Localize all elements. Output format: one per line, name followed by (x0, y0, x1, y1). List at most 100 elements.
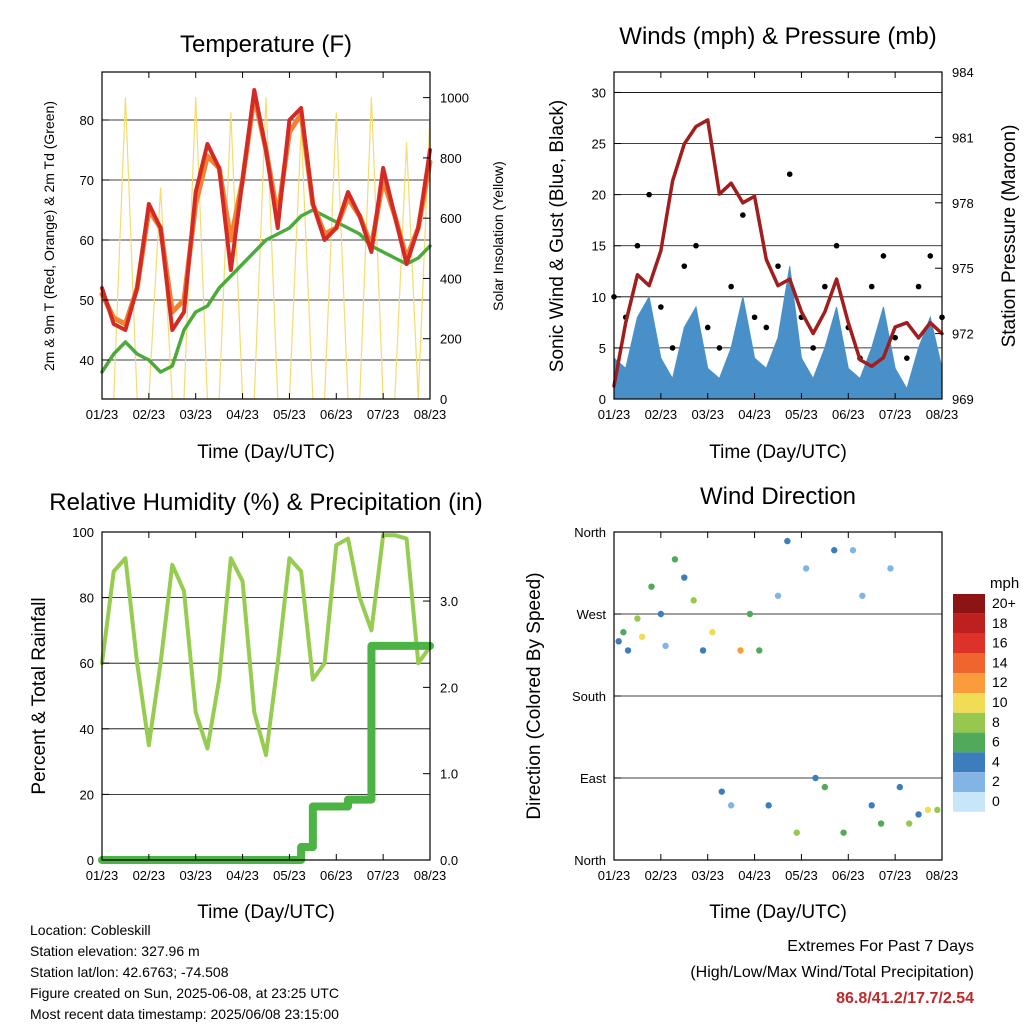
wind-direction-point (615, 638, 622, 645)
sonic-wind-area (613, 266, 943, 400)
temp-2m-line (100, 88, 432, 332)
y2-tick-label: 975 (952, 261, 974, 276)
gust-point (763, 324, 770, 331)
wind-direction-point (849, 547, 857, 554)
wind-direction-point (648, 583, 655, 590)
wind-direction-point (756, 647, 763, 654)
x-tick-label: 05/23 (273, 868, 306, 883)
gust-point (693, 242, 699, 249)
y2-tick-label: 984 (952, 65, 974, 80)
wind-direction-point (624, 647, 632, 654)
colorbar-label: 4 (992, 753, 1000, 769)
wind-direction-point (774, 592, 782, 599)
wind-direction-point (634, 615, 641, 622)
colorbar-label: 6 (992, 734, 1000, 750)
humidity-plot-frame (101, 531, 431, 861)
colorbar-swatch (953, 752, 985, 773)
extremes-values: 86.8/41.2/17.7/2.54 (836, 990, 974, 1007)
y-tick-label: 60 (80, 233, 94, 248)
wind-direction-point (699, 647, 707, 654)
wind-direction-point (934, 806, 941, 814)
x-tick-label: 05/23 (785, 868, 818, 883)
wind-direction-point (709, 629, 716, 636)
y2-tick-label: 969 (952, 392, 974, 407)
winds-right-axis-label: Station Pressure (Maroon) (999, 125, 1020, 348)
y-tick-label: West (577, 607, 607, 622)
station-latlon: Station lat/lon: 42.6763; -74.508 (30, 964, 229, 980)
x-tick-label: 04/23 (738, 868, 771, 883)
y-tick-label: 10 (592, 290, 606, 305)
station-location: Location: Cobleskill (30, 922, 151, 938)
y-tick-label: North (574, 525, 606, 540)
wind-direction-point (737, 647, 744, 654)
x-tick-label: 03/23 (179, 868, 212, 883)
colorbar-label: 16 (992, 635, 1008, 651)
y2-tick-label: 800 (440, 151, 462, 166)
winds-x-axis-label: Time (Day/UTC) (709, 442, 847, 463)
winds-plot-frame (613, 71, 943, 400)
gust-point (904, 355, 910, 361)
wind-direction-point (831, 547, 838, 554)
temperature-left-axis-label: 2m & 9m T (Red, Orange) & 2m Td (Green) (41, 101, 57, 371)
wind-direction-point (896, 783, 904, 791)
extremes-title: Extremes For Past 7 Days (787, 938, 974, 955)
y2-tick-label: 3.0 (440, 594, 458, 609)
y-tick-label: 80 (80, 113, 94, 128)
wind-direction-point (915, 811, 922, 818)
wind-direction-point (620, 629, 627, 636)
x-tick-label: 08/23 (926, 868, 959, 883)
y2-tick-label: 978 (952, 196, 974, 211)
colorbar-swatch (953, 693, 985, 713)
x-tick-label: 03/23 (691, 407, 724, 422)
y2-tick-label: 1000 (440, 91, 469, 106)
wind-direction-point (906, 820, 913, 827)
x-tick-label: 07/23 (367, 407, 400, 422)
x-tick-label: 01/23 (86, 868, 119, 883)
winds-panel: Winds (mph) & Pressure (mb) 01/23 02/23 03… (547, 23, 1020, 463)
y2-tick-label: 0 (440, 392, 447, 407)
wind-direction-point (690, 597, 697, 604)
colorbar-swatch (953, 633, 985, 654)
x-tick-label: 04/23 (226, 868, 259, 883)
wind-direction-point (887, 565, 894, 572)
wind-direction-title: Wind Direction (700, 483, 856, 510)
colorbar-swatch (953, 653, 985, 674)
y-tick-label: 30 (592, 85, 606, 100)
wind-direction-point (718, 788, 725, 795)
wind-direction-point (924, 806, 932, 814)
extremes-subtitle: (High/Low/Max Wind/Total Precipitation) (690, 964, 974, 981)
wind-direction-point (681, 574, 688, 581)
colorbar-label: 0 (992, 793, 1000, 809)
winds-left-axis-label: Sonic Wind & Gust (Blue, Black) (547, 100, 568, 372)
humidity-panel: Relative Humidity (%) & Precipitation (i… (29, 489, 483, 923)
gust-point (868, 283, 875, 290)
gust-point (704, 324, 711, 331)
colorbar-label: 14 (992, 654, 1008, 670)
gust-point (786, 171, 793, 177)
gust-point (810, 345, 816, 351)
gust-point (658, 304, 664, 310)
y-tick-label: 100 (72, 525, 94, 540)
wind-direction-point (662, 642, 669, 650)
station-info: Location: Cobleskill Station elevation: … (30, 920, 339, 1025)
wind-direction-point (868, 802, 875, 809)
temperature-plot-frame (101, 71, 431, 400)
humidity-title: Relative Humidity (%) & Precipitation (i… (49, 489, 482, 516)
y-tick-label: 40 (80, 722, 94, 737)
gust-point (728, 283, 734, 290)
y2-tick-label: 2.0 (440, 680, 458, 695)
y-tick-label: 70 (80, 173, 94, 188)
temperature-panel: Temperature (F) 01/23 02/23 03/23 04/23 05/2… (41, 31, 506, 463)
station-elevation: Station elevation: 327.96 m (30, 943, 200, 959)
wind-direction-point (765, 802, 772, 809)
x-tick-label: 02/23 (133, 407, 166, 422)
pressure-line (612, 118, 944, 388)
x-tick-label: 06/23 (832, 868, 865, 883)
x-tick-label: 04/23 (738, 407, 771, 422)
gust-point (892, 334, 898, 341)
colorbar-unit: mph (990, 575, 1019, 592)
x-tick-label: 06/23 (320, 868, 353, 883)
x-tick-label: 01/23 (86, 407, 119, 422)
x-tick-label: 07/23 (879, 868, 912, 883)
dewpoint-line (100, 208, 432, 374)
